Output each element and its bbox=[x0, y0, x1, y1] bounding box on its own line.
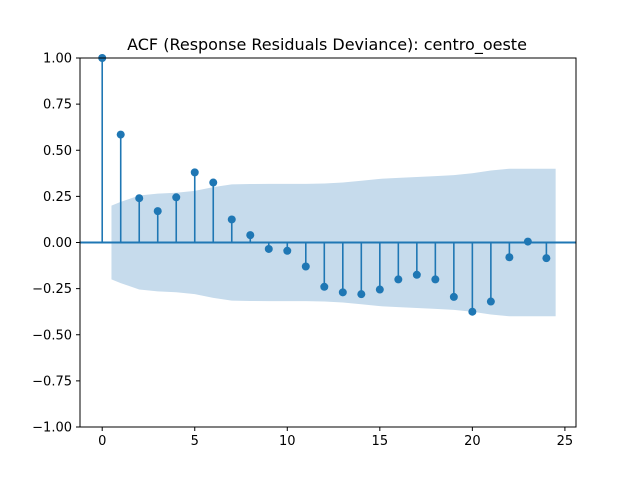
acf-lag-7 bbox=[227, 215, 236, 243]
acf-point bbox=[338, 288, 347, 297]
acf-lag-23 bbox=[523, 237, 532, 246]
acf-point bbox=[209, 178, 218, 187]
acf-lag-3 bbox=[153, 207, 162, 243]
x-tick-label: 10 bbox=[279, 434, 296, 449]
acf-lag-20 bbox=[468, 242, 477, 316]
x-tick-label: 15 bbox=[372, 434, 389, 449]
stem-layer bbox=[98, 54, 551, 316]
x-tick-label: 20 bbox=[464, 434, 481, 449]
y-tick-label: −0.75 bbox=[32, 374, 72, 389]
acf-lag-17 bbox=[412, 242, 421, 279]
acf-lag-24 bbox=[542, 242, 551, 263]
acf-point bbox=[264, 244, 273, 253]
acf-lag-10 bbox=[283, 242, 292, 255]
acf-lag-8 bbox=[246, 231, 255, 243]
y-tick-label: 1.00 bbox=[43, 52, 72, 67]
acf-point bbox=[116, 130, 125, 139]
acf-lag-18 bbox=[431, 242, 440, 284]
acf-lag-13 bbox=[338, 242, 347, 297]
acf-lag-2 bbox=[135, 194, 144, 243]
y-tick-label: 0.50 bbox=[43, 144, 72, 159]
acf-point bbox=[375, 285, 384, 294]
acf-point bbox=[468, 307, 477, 316]
acf-lag-16 bbox=[394, 242, 403, 284]
acf-point bbox=[190, 168, 199, 177]
acf-point bbox=[283, 246, 292, 255]
y-tick-label: 0.00 bbox=[43, 236, 72, 251]
acf-point bbox=[394, 275, 403, 284]
y-tick-label: −0.25 bbox=[32, 282, 72, 297]
acf-lag-1 bbox=[116, 130, 125, 243]
x-tick-label: 0 bbox=[98, 434, 106, 449]
axes-layer: 0 5 10 15 20 25 −1.00 −0.75 −0.50 −0.25 0.00 0.25 0.… bbox=[32, 52, 577, 449]
acf-point bbox=[542, 254, 551, 263]
acf-lag-14 bbox=[357, 242, 366, 299]
acf-point bbox=[357, 290, 366, 299]
acf-point bbox=[505, 253, 514, 262]
acf-lag-22 bbox=[505, 242, 514, 262]
acf-lag-21 bbox=[486, 242, 495, 306]
y-tick-label: 0.75 bbox=[43, 98, 72, 113]
acf-point bbox=[486, 297, 495, 306]
acf-lag-19 bbox=[449, 242, 458, 301]
acf-point bbox=[449, 292, 458, 301]
acf-lag-12 bbox=[320, 242, 329, 291]
acf-lag-0 bbox=[98, 54, 107, 243]
acf-lag-15 bbox=[375, 242, 384, 294]
y-tick-label: 0.25 bbox=[43, 190, 72, 205]
acf-lag-5 bbox=[190, 168, 199, 243]
y-tick-label: −0.50 bbox=[32, 328, 72, 343]
x-tick-label: 25 bbox=[557, 434, 574, 449]
acf-lag-9 bbox=[264, 242, 273, 253]
acf-point bbox=[412, 270, 421, 279]
acf-lag-11 bbox=[301, 242, 310, 271]
chart-title: ACF (Response Residuals Deviance): centr… bbox=[127, 35, 527, 55]
acf-point bbox=[431, 275, 440, 284]
acf-point bbox=[320, 282, 329, 291]
acf-point bbox=[135, 194, 144, 203]
acf-point bbox=[301, 262, 310, 271]
acf-point bbox=[153, 207, 162, 216]
x-tick-label: 5 bbox=[191, 434, 199, 449]
acf-lag-6 bbox=[209, 178, 218, 243]
y-tick-label: −1.00 bbox=[32, 421, 72, 436]
acf-lag-4 bbox=[172, 193, 181, 243]
acf-point bbox=[227, 215, 236, 224]
acf-point bbox=[523, 237, 532, 246]
acf-point bbox=[172, 193, 181, 202]
acf-point bbox=[246, 231, 255, 240]
